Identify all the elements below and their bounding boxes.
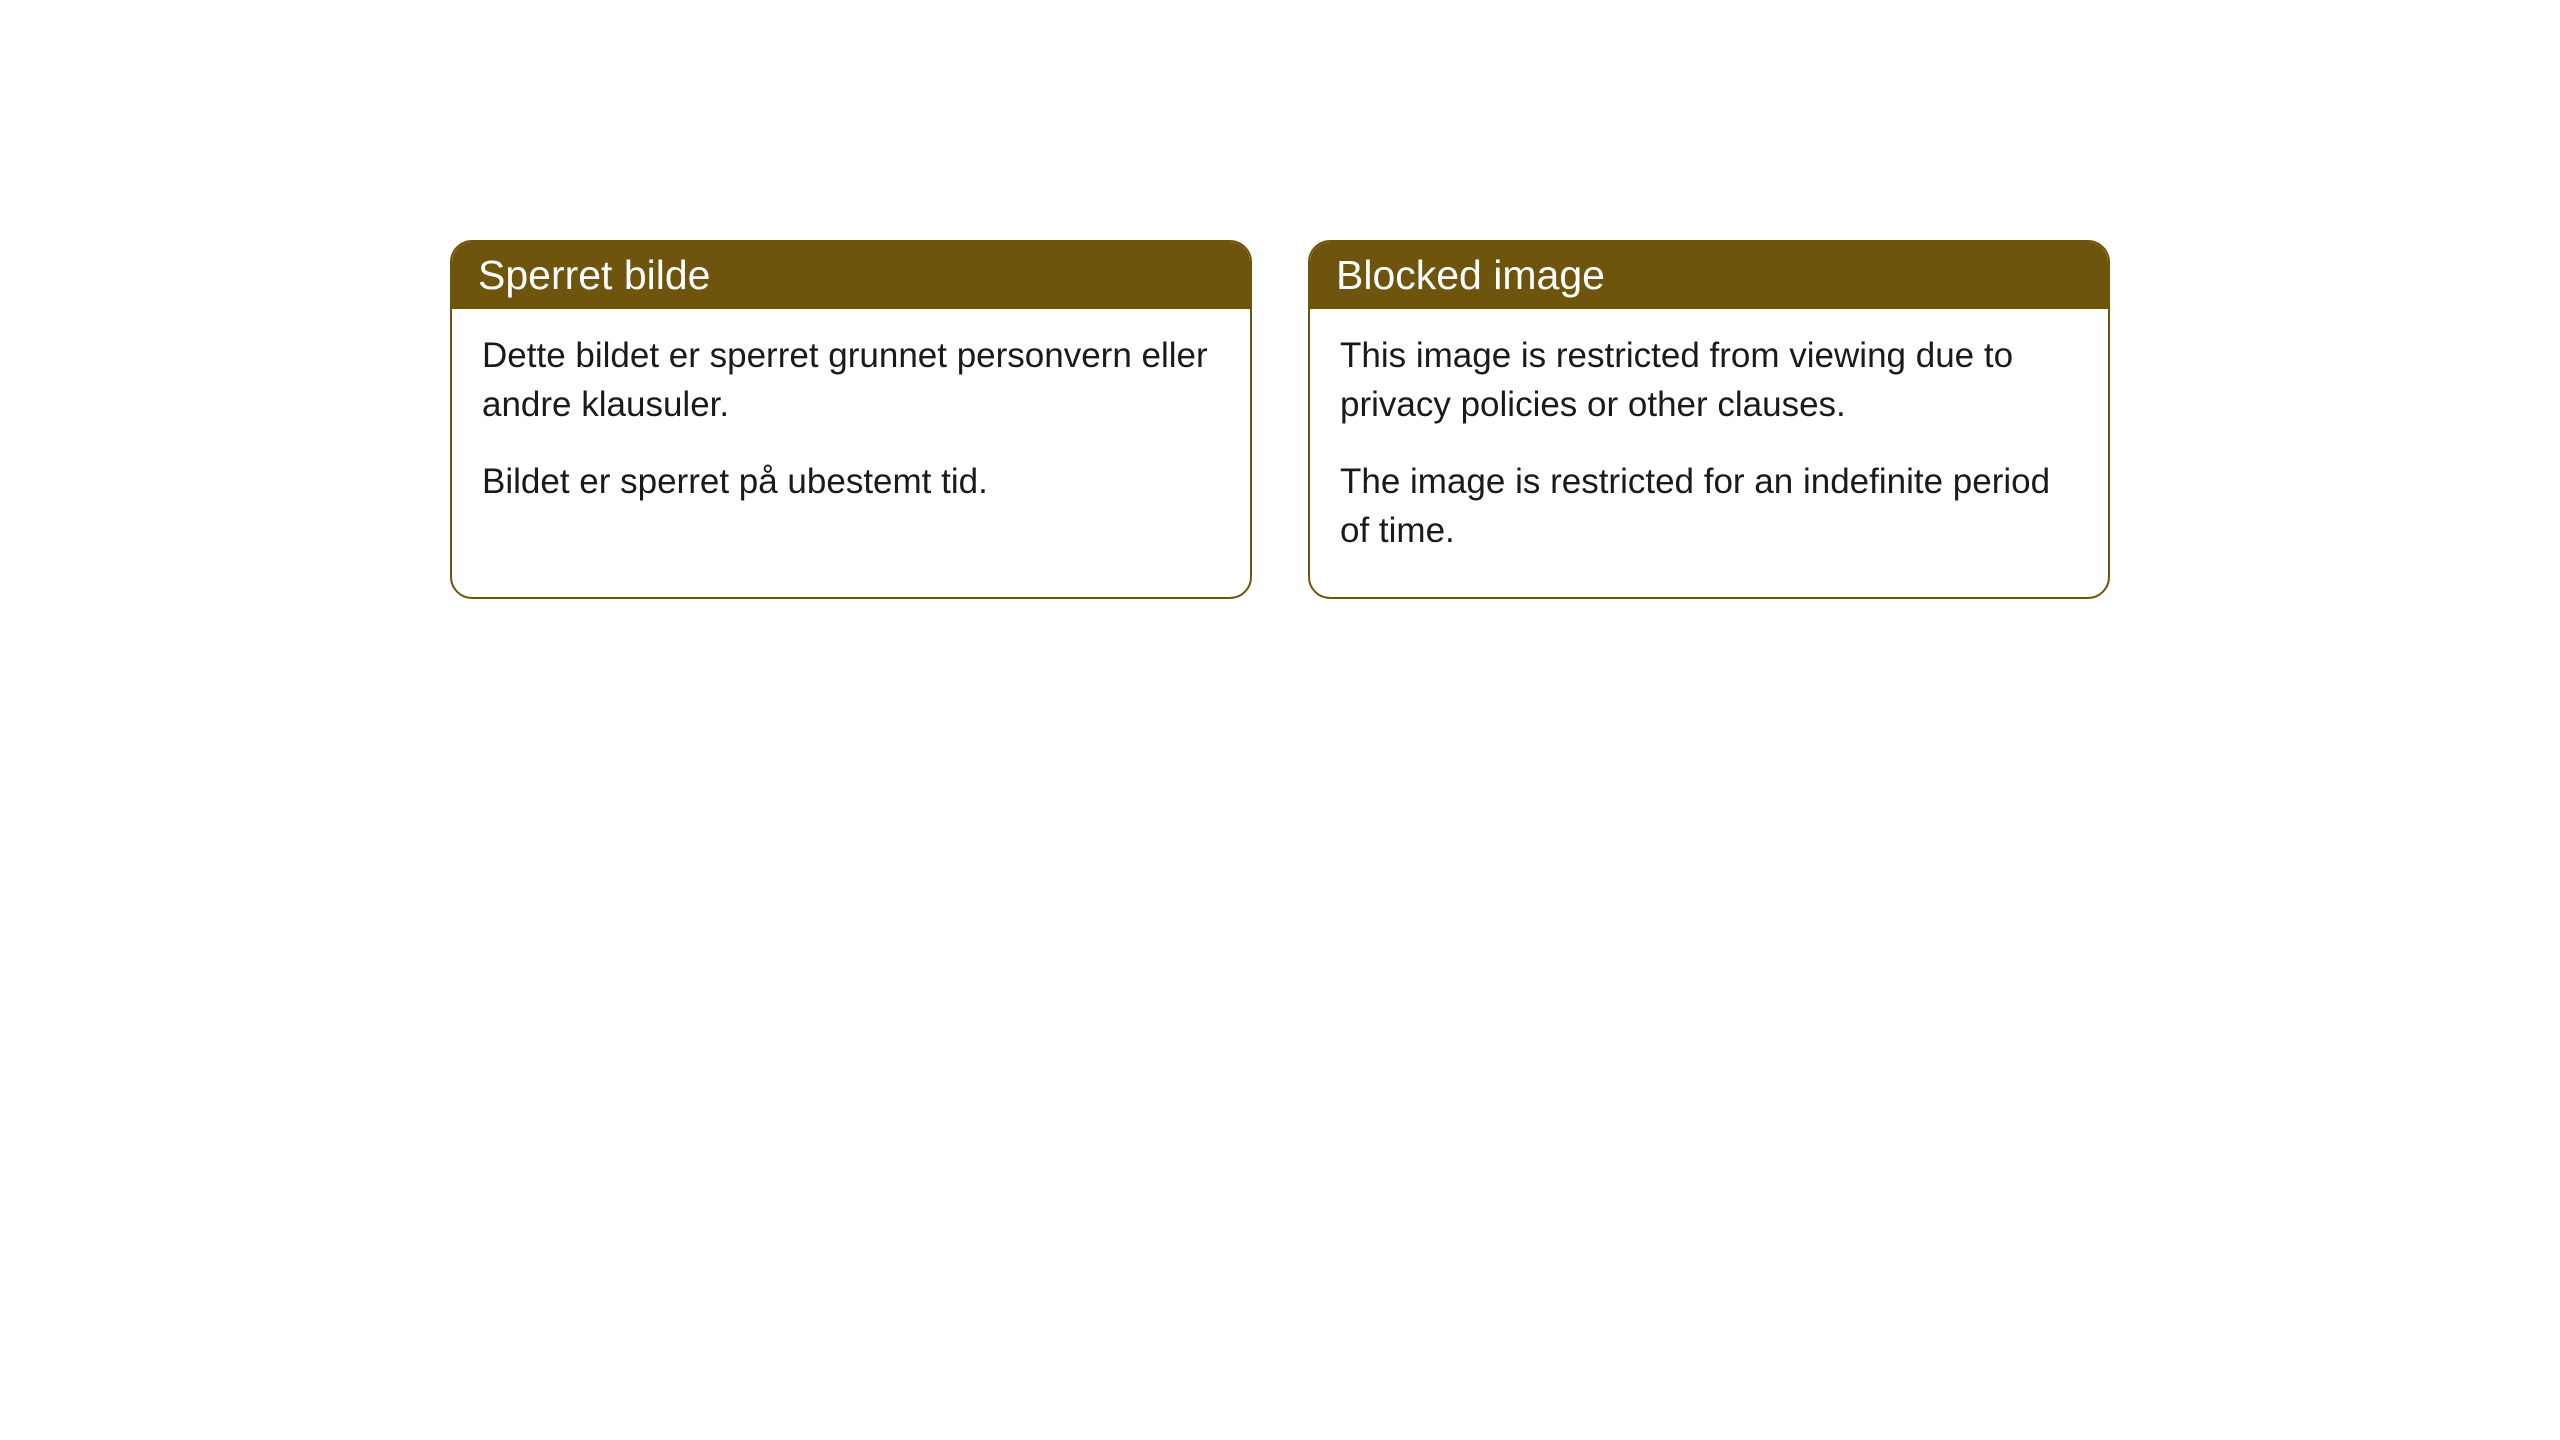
card-paragraph: Dette bildet er sperret grunnet personve… — [482, 331, 1220, 429]
card-norwegian: Sperret bilde Dette bildet er sperret gr… — [450, 240, 1252, 599]
card-body-english: This image is restricted from viewing du… — [1310, 309, 2108, 597]
card-header-english: Blocked image — [1310, 242, 2108, 309]
card-paragraph: The image is restricted for an indefinit… — [1340, 457, 2078, 555]
card-header-norwegian: Sperret bilde — [452, 242, 1250, 309]
card-body-norwegian: Dette bildet er sperret grunnet personve… — [452, 309, 1250, 548]
cards-container: Sperret bilde Dette bildet er sperret gr… — [450, 240, 2110, 599]
card-paragraph: This image is restricted from viewing du… — [1340, 331, 2078, 429]
card-english: Blocked image This image is restricted f… — [1308, 240, 2110, 599]
card-paragraph: Bildet er sperret på ubestemt tid. — [482, 457, 1220, 506]
